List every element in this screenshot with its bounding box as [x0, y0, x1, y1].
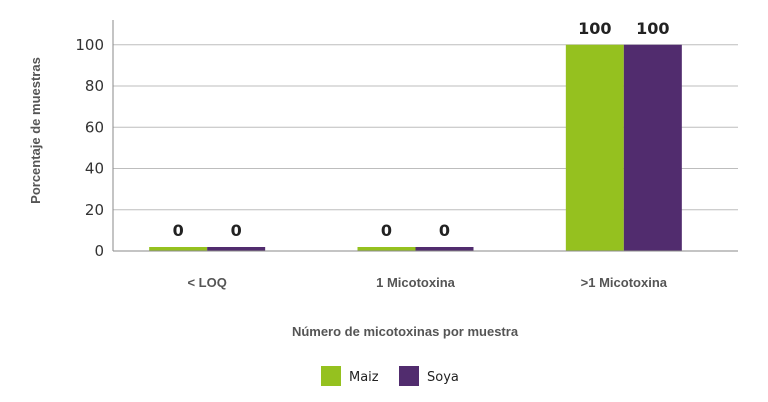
legend-label: Soya	[427, 370, 459, 385]
data-label: 100	[578, 19, 611, 38]
data-label: 0	[439, 221, 450, 240]
data-label: 0	[381, 221, 392, 240]
legend-label: Maiz	[349, 370, 379, 385]
data-label: 0	[173, 221, 184, 240]
y-tick-label: 80	[85, 77, 104, 95]
data-label: 0	[231, 221, 242, 240]
bar	[207, 247, 266, 251]
x-axis-ticks: < LOQ 1 Micotoxina >1 Micotoxina	[187, 275, 667, 290]
x-tick-label: >1 Micotoxina	[581, 275, 668, 290]
bar	[149, 247, 208, 251]
bar	[565, 44, 624, 251]
x-tick-label: 1 Micotoxina	[376, 275, 456, 290]
bar	[357, 247, 416, 251]
legend: Maiz Soya	[321, 366, 459, 386]
x-axis-title: Número de micotoxinas por muestra	[292, 324, 519, 339]
y-tick-label: 20	[85, 201, 104, 219]
x-tick-label: < LOQ	[187, 275, 226, 290]
legend-swatch	[321, 366, 341, 386]
y-tick-label: 40	[85, 160, 104, 178]
y-tick-label: 60	[85, 118, 104, 136]
y-axis-title: Porcentaje de muestras	[28, 57, 43, 204]
data-label: 100	[636, 19, 669, 38]
bar	[415, 247, 474, 251]
y-tick-label: 100	[75, 36, 104, 54]
y-axis-ticks: 0 20 40 60 80 100	[75, 36, 104, 260]
bar	[623, 44, 682, 251]
bars	[149, 44, 682, 251]
y-tick-label: 0	[94, 242, 104, 260]
data-labels: 0 0 0 0 100 100	[173, 19, 670, 240]
legend-swatch	[399, 366, 419, 386]
